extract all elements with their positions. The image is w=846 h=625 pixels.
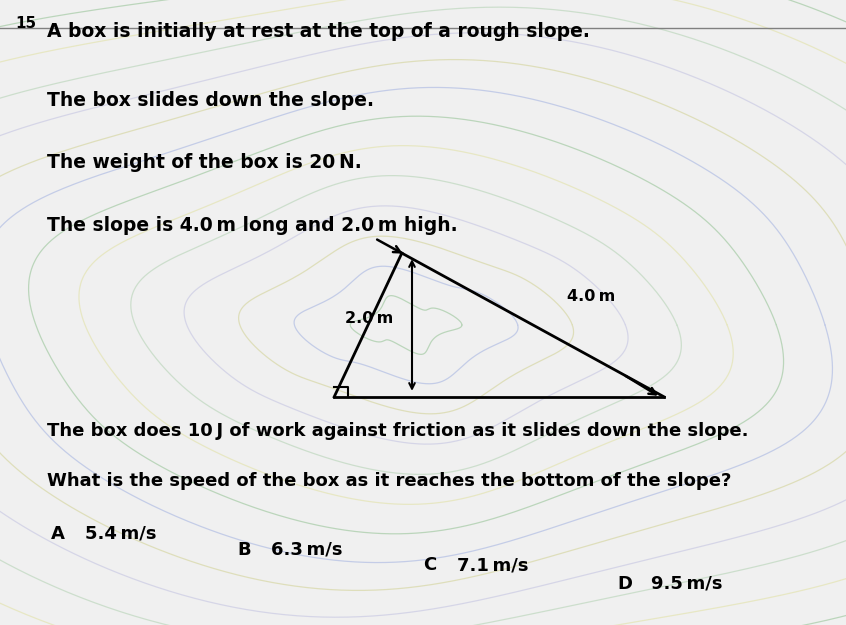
Text: B: B: [237, 541, 250, 559]
Text: C: C: [423, 556, 437, 574]
Text: 15: 15: [15, 16, 36, 31]
Text: What is the speed of the box as it reaches the bottom of the slope?: What is the speed of the box as it reach…: [47, 472, 731, 490]
Text: A: A: [51, 525, 64, 543]
Text: The box does 10 J of work against friction as it slides down the slope.: The box does 10 J of work against fricti…: [47, 422, 748, 440]
Text: 6.3 m/s: 6.3 m/s: [271, 541, 343, 559]
Text: 9.5 m/s: 9.5 m/s: [651, 575, 723, 593]
Text: The box slides down the slope.: The box slides down the slope.: [47, 91, 374, 109]
Text: 4.0 m: 4.0 m: [567, 289, 615, 304]
Text: D: D: [618, 575, 633, 593]
Text: A box is initially at rest at the top of a rough slope.: A box is initially at rest at the top of…: [47, 22, 590, 41]
Text: The slope is 4.0 m long and 2.0 m high.: The slope is 4.0 m long and 2.0 m high.: [47, 216, 457, 234]
Text: 2.0 m: 2.0 m: [345, 311, 393, 326]
Text: The weight of the box is 20 N.: The weight of the box is 20 N.: [47, 153, 361, 172]
Text: 5.4 m/s: 5.4 m/s: [85, 525, 157, 543]
Text: 7.1 m/s: 7.1 m/s: [457, 556, 529, 574]
